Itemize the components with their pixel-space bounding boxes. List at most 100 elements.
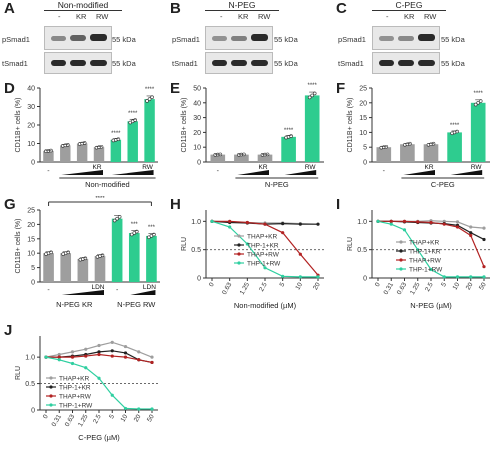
legend-label: THP-1+RW [247,261,281,268]
data-point [473,102,478,107]
bar [127,121,138,162]
significance-label: *** [148,225,156,231]
series-point [57,352,61,357]
series-point [70,361,75,366]
blot-band [418,34,435,41]
series-point [263,266,267,270]
lane-label: KR [76,12,87,21]
series-point [84,354,88,358]
y-tick-label: 5 [363,145,367,152]
series-point [429,267,433,272]
panel-label-g: G [4,196,16,213]
blot-band [70,60,86,66]
blot-band [251,34,268,41]
bar [93,147,105,162]
bar [470,102,486,162]
series-point [70,355,75,359]
series-point [455,225,460,229]
panel-a-title: Non-modified [44,0,122,11]
series-point [70,350,75,354]
kda-marker: 55 kDa [441,59,465,68]
data-point [112,218,117,223]
x-tick-label: 0.31 [51,413,64,428]
y-tick-label: 20 [193,130,201,137]
significance-label: **** [111,131,121,137]
series-point [376,219,380,223]
bar [94,256,106,282]
data-point [83,256,88,261]
blot-band [379,36,394,41]
legend-label: THAP+RW [409,258,442,265]
x-tick-label: 20 [312,281,322,291]
series-point [84,347,88,351]
ldn-wedge [130,290,156,295]
series-point [137,407,141,411]
legend-swatch-point [237,261,241,265]
series-point [469,225,473,229]
series-point [228,219,232,223]
significance-label: *** [131,222,139,228]
series-point [482,265,486,269]
blot-strip [44,52,112,74]
series-point [298,252,302,256]
y-axis-label: CD11B+ cells (%) [15,219,22,274]
x-group-label: N-PEG KR [56,300,93,309]
series-point [137,358,141,362]
legend-swatch-point [237,234,241,238]
legend-swatch-point [237,252,241,256]
x-tick-label: - [47,168,50,175]
data-point [310,93,314,98]
series-point [57,358,61,362]
series-point [442,275,446,279]
x-tick-label: - [47,287,50,294]
rw-wedge [450,170,483,175]
panel-label-b: B [170,0,181,17]
kda-marker: 55 kDa [112,59,136,68]
x-tick-label: 50 [478,281,488,291]
legend-label: THAP+KR [59,376,89,383]
blot-strip [44,26,112,50]
series-point [281,222,285,226]
rw-wedge-label: RW [142,164,154,171]
series-point [228,225,232,229]
series-point [97,350,101,354]
y-tick-label: 0 [197,276,201,283]
y-tick-label: 15 [27,236,35,243]
y-tick-label: 20 [27,222,35,229]
legend-label: THAP+RW [59,394,92,401]
x-tick-label: 5 [440,281,448,288]
bar [110,139,122,162]
y-tick-label: 1.0 [357,219,367,226]
x-tick-label: 0.31 [383,281,396,296]
blot-band [212,60,227,66]
y-axis-label: RLU [181,237,188,251]
blot-band [70,35,86,41]
panel-label-a: A [4,0,15,17]
legend-swatch-point [49,376,53,380]
data-point [289,134,293,138]
y-tick-label: 15 [359,115,367,122]
x-tick-label: 1.25 [239,281,252,296]
y-tick-label: 25 [27,208,35,215]
bar [128,233,140,282]
y-tick-label: 20 [359,100,367,107]
y-tick-label: 5 [31,265,35,272]
panel-label-j: J [4,322,13,339]
series-point [455,275,460,279]
x-axis-label: Non-modified (µM) [234,301,297,310]
y-axis-label: RLU [347,237,354,251]
significance-label: **** [474,91,484,97]
series-point [137,350,141,354]
series-point [429,220,433,225]
y-tick-label: 20 [27,123,35,130]
blot-band [251,60,268,66]
x-tick-label: 2.5 [258,281,269,293]
y-tick-label: 0.5 [25,381,35,388]
ldn-wedge-label: LDN [91,284,104,291]
data-point [431,141,436,146]
series-point [482,275,486,279]
panel-label-i: I [336,196,341,213]
data-point [455,129,459,134]
lane-label: RW [258,12,271,21]
lane-label: - [58,12,61,21]
